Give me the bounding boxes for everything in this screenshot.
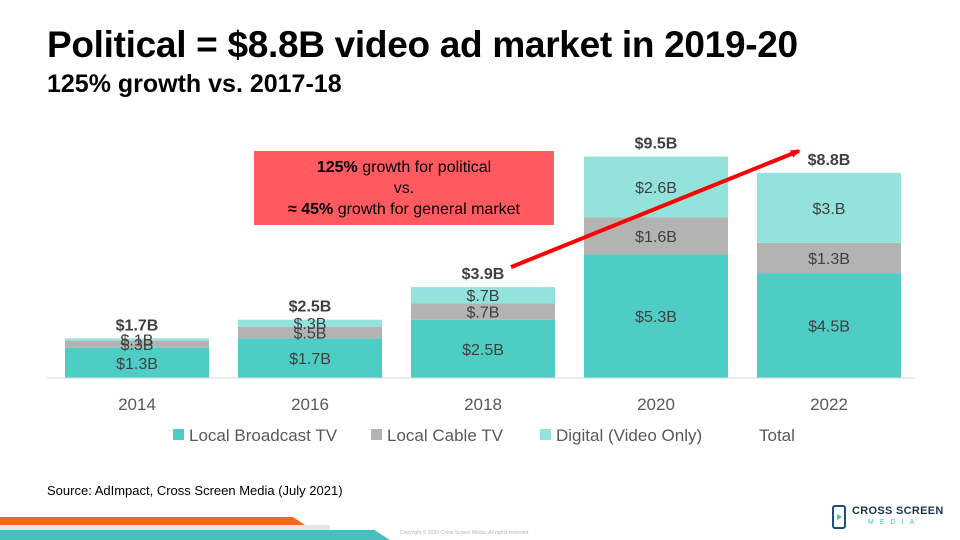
total-label-2018: $3.9B	[462, 266, 505, 283]
data-label-2016-0: $1.7B	[289, 351, 331, 368]
total-label-2020: $9.5B	[635, 136, 678, 153]
data-label-2016-1: $.5B	[294, 326, 327, 343]
data-label-2016-2: $.3B	[294, 316, 327, 333]
bar-local-cable-tv-2020	[584, 217, 728, 255]
bar-digital-video-only-2016	[238, 319, 382, 327]
legend-label-1: Local Cable TV	[387, 426, 504, 445]
logo-main-text: CROSS SCREEN	[852, 505, 944, 517]
footer-grey-stripe	[0, 525, 330, 530]
x-tick-2020: 2020	[637, 395, 675, 414]
phone-play-icon	[832, 505, 846, 529]
page-subtitle: 125% growth vs. 2017-18	[47, 70, 342, 98]
bar-local-broadcast-tv-2014	[65, 347, 209, 378]
bar-local-broadcast-tv-2018	[411, 319, 555, 378]
growth-callout: 125% growth for political vs. ≈ 45% grow…	[254, 151, 554, 225]
page-title: Political = $8.8B video ad market in 201…	[47, 24, 798, 65]
source-note: Source: AdImpact, Cross Screen Media (Ju…	[47, 483, 343, 498]
cross-screen-media-logo: CROSS SCREEN MEDIA	[832, 505, 944, 529]
x-tick-2022: 2022	[810, 395, 848, 414]
callout-line-2: vs.	[393, 179, 415, 197]
bar-local-cable-tv-2022	[757, 242, 901, 274]
total-label-2022: $8.8B	[808, 152, 851, 169]
data-label-2018-1: $.7B	[467, 305, 500, 322]
total-label-2016: $2.5B	[289, 299, 332, 316]
x-tick-2016: 2016	[291, 395, 329, 414]
logo-sub-text: MEDIA	[868, 519, 921, 526]
callout-line-1: 125% growth for political	[316, 158, 492, 176]
bar-local-broadcast-tv-2020	[584, 254, 728, 378]
legend-swatch-1	[371, 429, 382, 440]
bar-digital-video-only-2018	[411, 287, 555, 304]
data-label-2014-2: $.1B	[121, 333, 154, 350]
x-tick-2018: 2018	[464, 395, 502, 414]
legend: Local Broadcast TV Local Cable TV Digital …	[173, 426, 795, 445]
data-label-2022-2: $3.B	[813, 201, 846, 218]
legend-label-2: Digital (Video Only)	[556, 426, 702, 445]
legend-label-0: Local Broadcast TV	[189, 426, 338, 445]
bar-local-broadcast-tv-2022	[757, 273, 901, 378]
legend-swatch-2	[540, 429, 551, 440]
bar-digital-video-only-2014	[65, 338, 209, 341]
bar-local-broadcast-tv-2016	[238, 338, 382, 378]
legend-label-3: Total	[759, 426, 795, 445]
bar-local-cable-tv-2016	[238, 326, 382, 339]
callout-line-3: ≈ 45% growth for general market	[288, 200, 520, 218]
data-label-2014-1: $.3B	[121, 337, 154, 354]
footer-teal-stripe	[0, 530, 390, 540]
data-label-2020-0: $5.3B	[635, 309, 677, 326]
growth-arrow	[510, 148, 801, 269]
total-label-2014: $1.7B	[116, 317, 159, 334]
data-label-2018-2: $.7B	[467, 288, 500, 305]
footer-orange-stripe	[0, 517, 305, 525]
data-label-2018-0: $2.5B	[462, 342, 504, 359]
data-label-2020-1: $1.6B	[635, 229, 677, 246]
data-label-2022-1: $1.3B	[808, 251, 850, 268]
bar-local-cable-tv-2014	[65, 340, 209, 348]
copyright-text: Copyright © 2020 Cross Screen Media. All…	[400, 530, 530, 536]
stacked-bar-chart: $1.3B$.3B$.1B$1.7B2014$1.7B$.5B$.3B$2.5B…	[47, 136, 914, 445]
data-label-2020-2: $2.6B	[635, 180, 677, 197]
data-label-2014-0: $1.3B	[116, 356, 158, 373]
legend-swatch-0	[173, 429, 184, 440]
bar-digital-video-only-2022	[757, 172, 901, 243]
x-tick-2014: 2014	[118, 395, 156, 414]
bar-local-cable-tv-2018	[411, 303, 555, 320]
data-label-2022-0: $4.5B	[808, 319, 850, 336]
